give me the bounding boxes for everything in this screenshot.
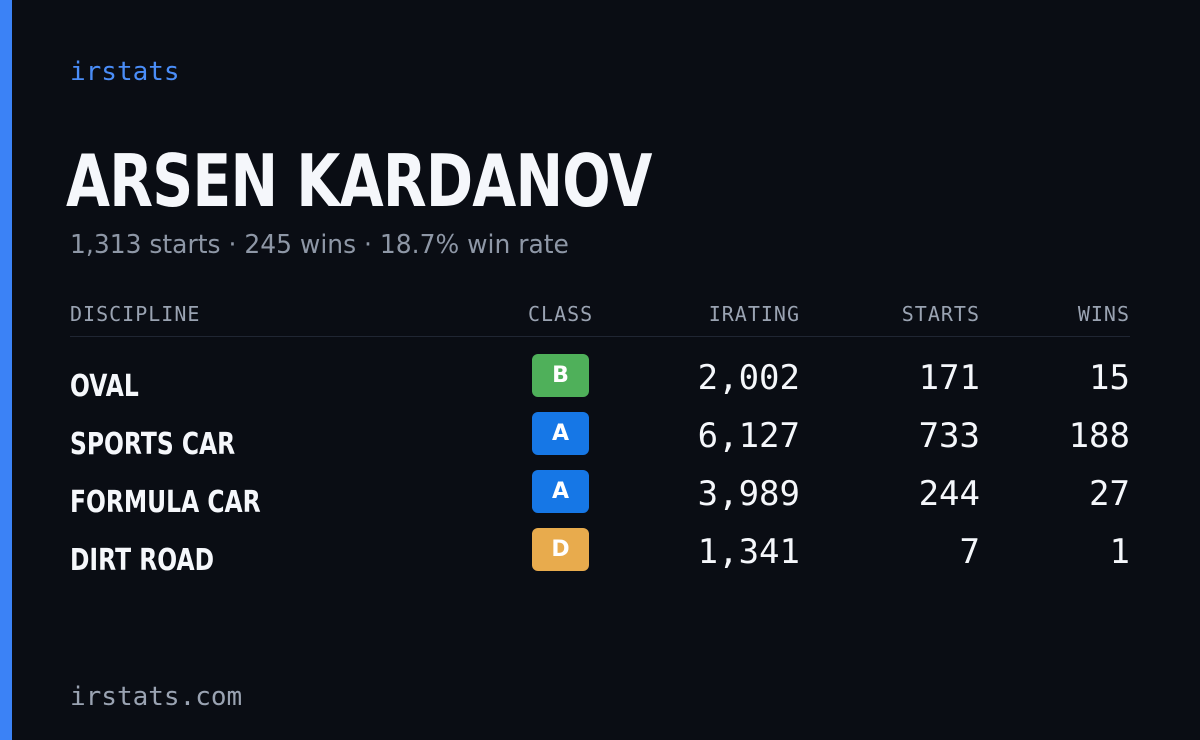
starts-value: 7 <box>959 532 980 572</box>
starts-value: 244 <box>918 474 980 514</box>
table-row: OVAL B 2,002 171 15 <box>70 354 1130 412</box>
brand-logo: irstats <box>70 57 180 87</box>
accent-bar <box>0 0 12 740</box>
license-class-badge: A <box>532 412 589 455</box>
license-class-badge: A <box>532 470 589 513</box>
column-header-irating: IRATING <box>708 302 800 326</box>
irating-value: 3,989 <box>697 474 800 514</box>
table-row: DIRT ROAD D 1,341 7 1 <box>70 528 1130 586</box>
wins-value: 1 <box>1109 532 1130 572</box>
irating-value: 6,127 <box>697 416 800 456</box>
column-header-class: CLASS <box>528 302 594 326</box>
table-body: OVAL B 2,002 171 15 SPORTS CAR A 6,127 7… <box>70 354 1130 586</box>
starts-value: 733 <box>918 416 980 456</box>
wins-value: 15 <box>1089 358 1130 398</box>
wins-value: 188 <box>1068 416 1130 456</box>
irating-value: 1,341 <box>697 532 800 572</box>
footer-domain: irstats.com <box>70 682 243 712</box>
column-header-discipline: DISCIPLINE <box>70 302 201 326</box>
discipline-name: SPORTS CAR <box>70 427 236 462</box>
irating-value: 2,002 <box>697 358 800 398</box>
column-header-wins: WINS <box>1077 302 1130 326</box>
license-class-badge: B <box>532 354 589 397</box>
page-title: ARSEN KARDANOV <box>66 139 652 223</box>
license-class-badge: D <box>532 528 589 571</box>
discipline-name: FORMULA CAR <box>70 485 261 520</box>
column-header-starts: STARTS <box>901 302 980 326</box>
ratings-table: DISCIPLINE CLASS IRATING STARTS WINS OVA… <box>70 298 1130 586</box>
wins-value: 27 <box>1089 474 1130 514</box>
starts-value: 171 <box>918 358 980 398</box>
table-row: FORMULA CAR A 3,989 244 27 <box>70 470 1130 528</box>
player-summary: 1,313 starts · 245 wins · 18.7% win rate <box>70 230 569 260</box>
table-row: SPORTS CAR A 6,127 733 188 <box>70 412 1130 470</box>
discipline-name: OVAL <box>70 369 139 404</box>
table-header: DISCIPLINE CLASS IRATING STARTS WINS <box>70 298 1130 337</box>
discipline-name: DIRT ROAD <box>70 543 215 578</box>
